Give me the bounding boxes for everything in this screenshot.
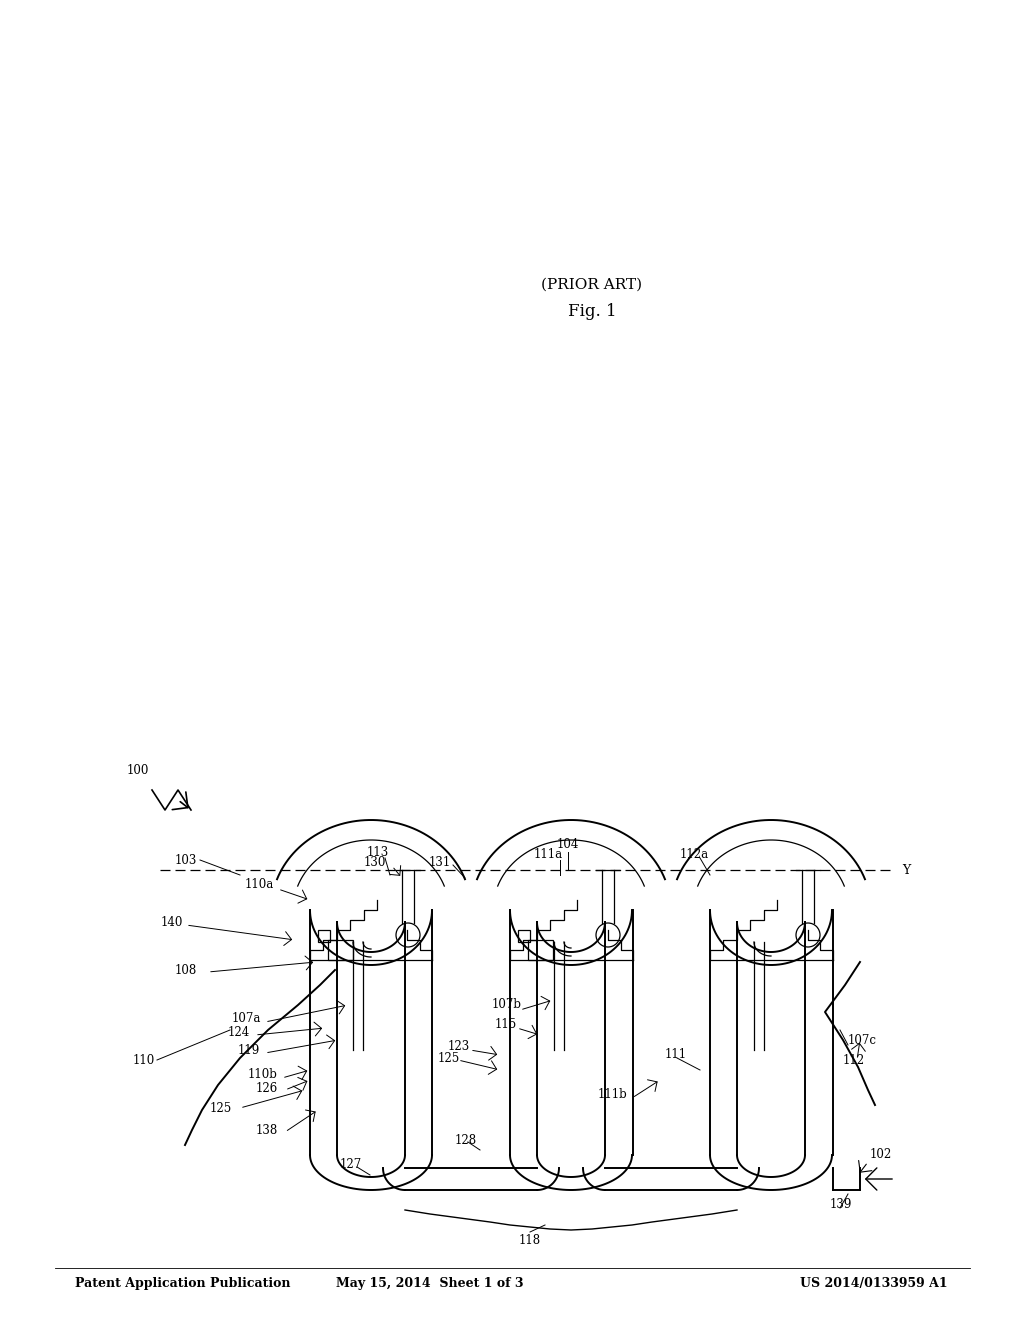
Text: 140: 140	[161, 916, 183, 928]
Text: (PRIOR ART): (PRIOR ART)	[542, 279, 643, 292]
Text: 100: 100	[127, 763, 150, 776]
Text: 126: 126	[256, 1081, 279, 1094]
Text: 111a: 111a	[534, 849, 562, 862]
Text: 139: 139	[830, 1199, 852, 1212]
Text: 112a: 112a	[680, 849, 710, 862]
Bar	[328, 940, 353, 960]
Text: 115: 115	[495, 1019, 517, 1031]
Text: 107c: 107c	[848, 1034, 877, 1047]
Text: 128: 128	[455, 1134, 477, 1147]
Bar	[528, 940, 553, 960]
Text: 107a: 107a	[232, 1011, 261, 1024]
Text: 125: 125	[438, 1052, 460, 1064]
Text: 113: 113	[367, 846, 389, 858]
Text: Patent Application Publication: Patent Application Publication	[75, 1276, 291, 1290]
Text: 124: 124	[228, 1026, 250, 1039]
Text: 108: 108	[175, 964, 198, 977]
Text: 110: 110	[133, 1053, 155, 1067]
Text: Fig. 1: Fig. 1	[567, 304, 616, 321]
Text: May 15, 2014  Sheet 1 of 3: May 15, 2014 Sheet 1 of 3	[336, 1276, 523, 1290]
Text: 131: 131	[429, 855, 452, 869]
Text: 110a: 110a	[245, 879, 274, 891]
Text: 110b: 110b	[248, 1068, 278, 1081]
Text: 112: 112	[843, 1053, 865, 1067]
Text: 125: 125	[210, 1101, 232, 1114]
Text: 111: 111	[665, 1048, 687, 1061]
Text: 111b: 111b	[598, 1089, 628, 1101]
Text: 104: 104	[557, 838, 580, 851]
Text: 138: 138	[256, 1123, 279, 1137]
Text: 123: 123	[449, 1040, 470, 1053]
Text: 119: 119	[238, 1044, 260, 1056]
Text: 118: 118	[519, 1233, 541, 1246]
Text: 102: 102	[870, 1148, 892, 1162]
Text: 130: 130	[364, 855, 386, 869]
Text: 127: 127	[340, 1159, 362, 1172]
Text: US 2014/0133959 A1: US 2014/0133959 A1	[800, 1276, 947, 1290]
Bar	[518, 931, 530, 942]
Bar	[318, 931, 330, 942]
Text: Y: Y	[902, 863, 910, 876]
Text: 103: 103	[175, 854, 198, 866]
Text: 107b: 107b	[492, 998, 522, 1011]
